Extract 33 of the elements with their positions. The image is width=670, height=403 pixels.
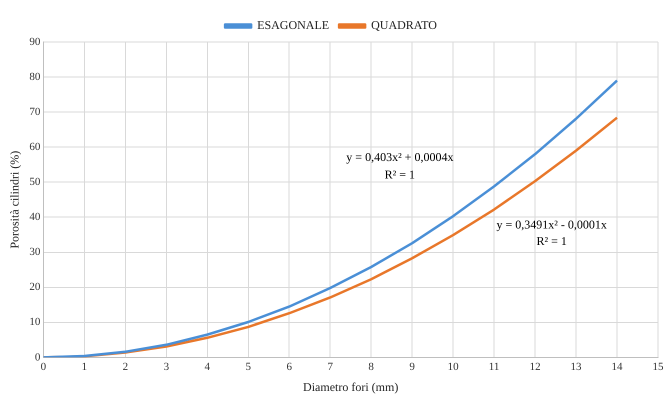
y-tick-label: 40 bbox=[29, 211, 41, 224]
x-tick-label: 11 bbox=[488, 360, 500, 373]
annotation: y = 0,403x² + 0,0004x bbox=[346, 150, 454, 164]
y-tick-label: 30 bbox=[29, 246, 41, 258]
legend-label: ESAGONALE bbox=[257, 18, 330, 32]
x-tick-label: 7 bbox=[327, 360, 334, 373]
x-tick-label: 12 bbox=[530, 360, 541, 373]
x-tick-label: 10 bbox=[448, 360, 460, 373]
y-tick-label: 70 bbox=[29, 106, 41, 118]
x-axis-title: Diametro fori (mm) bbox=[303, 380, 398, 394]
y-tick-label: 90 bbox=[29, 36, 41, 48]
annotation: y = 0,3491x² - 0,0001x bbox=[496, 218, 607, 232]
y-tick-label: 0 bbox=[34, 351, 41, 364]
y-tick-label: 50 bbox=[29, 176, 41, 188]
annotation: R² = 1 bbox=[536, 234, 567, 248]
x-tick-label: 4 bbox=[204, 360, 211, 373]
x-tick-label: 13 bbox=[570, 360, 582, 373]
x-tick-label: 9 bbox=[409, 360, 416, 373]
y-axis-title: Porosità cilindri (%) bbox=[7, 150, 22, 249]
x-tick-label: 8 bbox=[368, 360, 374, 373]
x-tick-label: 5 bbox=[246, 360, 252, 373]
y-tick-label: 80 bbox=[29, 70, 41, 83]
y-tick-label: 10 bbox=[29, 316, 41, 328]
annotation: R² = 1 bbox=[384, 167, 416, 182]
y-tick-label: 60 bbox=[29, 141, 41, 154]
x-tick-label: 3 bbox=[164, 360, 170, 373]
x-tick-label: 1 bbox=[82, 360, 88, 373]
legend-label: QUADRATO bbox=[371, 18, 438, 32]
x-tick-label: 15 bbox=[652, 360, 664, 373]
y-tick-label: 20 bbox=[29, 281, 41, 294]
x-tick-label: 14 bbox=[612, 360, 624, 373]
x-tick-label: 6 bbox=[286, 360, 292, 373]
x-tick-label: 2 bbox=[122, 360, 128, 373]
